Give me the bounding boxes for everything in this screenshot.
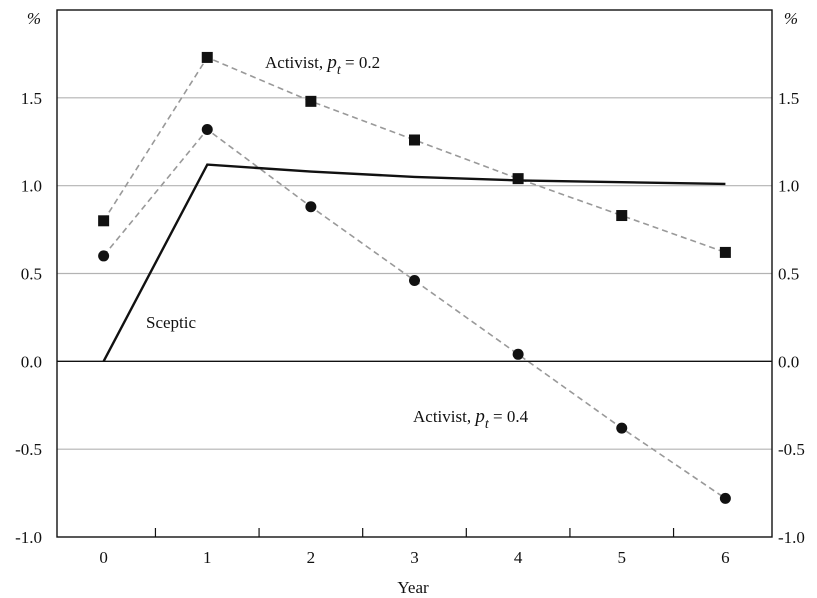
data-point-square [201, 51, 213, 63]
series-label-text: Activist, [265, 53, 327, 72]
gridlines [57, 97, 772, 450]
data-point-circle [616, 422, 628, 434]
series-label-text: Activist, [413, 407, 475, 426]
data-point-circle [409, 275, 420, 287]
y-tick-label-right: -0.5 [778, 440, 805, 459]
data-point-circle [719, 492, 731, 504]
y-tick-label-left: 1.0 [21, 177, 42, 196]
plot-area [98, 51, 731, 504]
series-label-sub: t [485, 417, 490, 432]
y-tick-label-right: 1.5 [778, 89, 799, 108]
series-label-var: p [473, 406, 485, 427]
data-point-square [305, 95, 317, 107]
data-point-circle [512, 348, 524, 360]
data-point-circle [201, 123, 213, 135]
x-tick-label: 6 [721, 548, 730, 567]
y-tick-label-left: 0.5 [21, 265, 42, 284]
data-point-circle [98, 250, 110, 262]
y-tick-label-left: -1.0 [15, 528, 42, 547]
y-unit-label-right: % [784, 9, 798, 28]
y-tick-label-right: -1.0 [778, 528, 805, 547]
y-tick-label-left: 0.0 [21, 352, 42, 371]
data-point-square [719, 246, 731, 258]
y-tick-label-left: 1.5 [21, 89, 42, 108]
x-tick-label: 5 [617, 548, 626, 567]
plot-frame [56, 9, 773, 538]
series-label-sceptic: Sceptic [146, 313, 196, 332]
x-tick-label: 4 [514, 548, 523, 567]
series-label-activist-0-4: Activist, pt = 0.4 [413, 406, 529, 432]
y-tick-label-left: -0.5 [15, 440, 42, 459]
y-unit-label-left: % [27, 9, 41, 28]
x-tick-label: 0 [99, 548, 108, 567]
data-point-square [98, 215, 110, 227]
data-point-square [409, 134, 420, 146]
series-line-sceptic [102, 163, 726, 362]
x-axis-label: Year [397, 578, 429, 597]
x-tick-label: 2 [307, 548, 316, 567]
series-label-sub: t [337, 63, 342, 78]
series-line-activist-0 [102, 56, 726, 254]
data-point-square [616, 210, 628, 222]
x-tick-label: 1 [203, 548, 212, 567]
series-label-rest: = 0.2 [341, 53, 380, 72]
y-tick-label-right: 1.0 [778, 177, 799, 196]
series-label-var: p [325, 52, 337, 73]
axes: -1.0 -1.0 -0.5 -0.5 0.0 0.0 0.5 0.5 1.0 1.0 1.5 1.5… [15, 9, 805, 567]
y-tick-label-right: 0.0 [778, 352, 799, 371]
x-tick-label: 3 [410, 548, 419, 567]
series-label-activist-0-2: Activist, pt = 0.2 [265, 52, 380, 78]
series-label-rest: = 0.4 [489, 407, 529, 426]
data-point-circle [305, 201, 317, 213]
y-tick-label-right: 0.5 [778, 265, 799, 284]
data-point-square [512, 173, 524, 185]
